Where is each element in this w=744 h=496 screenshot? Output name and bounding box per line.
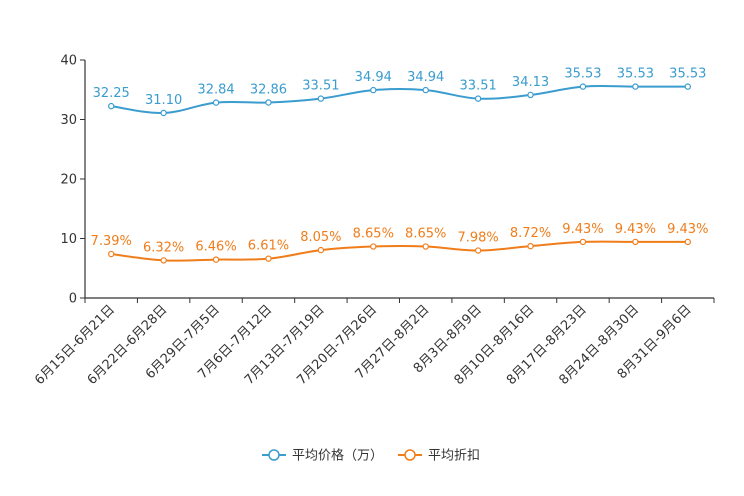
series-2: 7.39% 6.32% 6.46% 6.61% 8.05% 8.65% 8.65% 7.98%…	[91, 222, 708, 264]
data-label: 9.43%	[562, 222, 603, 237]
data-point	[265, 255, 272, 262]
data-point	[684, 238, 691, 246]
data-label: 35.53	[617, 67, 654, 82]
data-label: 6.32%	[143, 240, 184, 255]
data-label: 7.98%	[457, 231, 498, 246]
y-tick-label: 10	[60, 232, 77, 247]
data-label: 32.86	[250, 82, 287, 97]
data-label: 33.51	[302, 79, 339, 94]
legend-item-1: 平均价格（万）	[262, 448, 383, 464]
data-point	[474, 95, 482, 102]
legend-label: 平均价格（万）	[292, 448, 383, 464]
data-label: 8.72%	[510, 226, 551, 241]
data-label: 8.05%	[300, 230, 341, 245]
data-point	[317, 95, 325, 102]
data-point	[265, 99, 272, 106]
data-label: 8.65%	[353, 227, 394, 242]
data-point	[160, 109, 167, 117]
data-point	[579, 83, 587, 90]
y-tick-label: 0	[69, 292, 77, 307]
legend-swatch-marker	[404, 449, 416, 461]
data-point	[212, 99, 220, 106]
data-point	[370, 243, 377, 250]
data-point	[579, 238, 587, 246]
data-point	[160, 257, 167, 264]
data-point	[684, 83, 691, 90]
data-point	[370, 86, 377, 94]
series-line	[111, 240, 688, 262]
series-1: 32.25 31.10 32.84 32.86 33.51 34.94 34.94 33.51…	[93, 67, 706, 117]
legend-swatch-marker	[268, 449, 280, 461]
data-point	[422, 243, 429, 250]
data-label: 34.13	[512, 75, 549, 90]
data-point	[527, 91, 534, 99]
data-point	[317, 246, 325, 254]
data-point	[108, 102, 115, 110]
data-point	[632, 238, 639, 246]
data-point	[527, 242, 534, 250]
y-tick-label: 40	[60, 54, 77, 69]
data-point	[212, 256, 220, 263]
data-label: 9.43%	[667, 222, 708, 237]
data-point	[474, 247, 482, 254]
data-label: 6.61%	[248, 239, 289, 254]
data-label: 35.53	[669, 67, 706, 82]
data-label: 31.10	[145, 93, 182, 108]
data-label: 9.43%	[615, 222, 656, 237]
data-point	[108, 250, 115, 258]
series-line	[111, 84, 688, 114]
data-label: 32.25	[93, 86, 130, 101]
data-label: 33.51	[460, 79, 497, 94]
legend: 平均价格（万） 平均折扣	[262, 448, 480, 464]
y-tick-label: 30	[60, 113, 77, 128]
data-label: 34.94	[355, 70, 392, 85]
y-tick-label: 20	[60, 173, 77, 188]
axes: 0102030406月15日-6月21日6月22日-6月28日6月29日-7月5…	[32, 54, 715, 388]
series-layer: 32.25 31.10 32.84 32.86 33.51 34.94 34.94 33.51…	[91, 67, 708, 264]
data-label: 7.39%	[91, 234, 132, 249]
data-label: 32.84	[197, 83, 234, 98]
data-label: 6.46%	[195, 240, 236, 255]
data-point	[422, 86, 429, 94]
data-label: 8.65%	[405, 227, 446, 242]
legend-item-2: 平均折扣	[398, 449, 480, 464]
data-label: 35.53	[564, 67, 601, 82]
legend-label: 平均折扣	[428, 449, 480, 464]
data-label: 34.94	[407, 70, 444, 85]
data-point	[632, 83, 639, 90]
